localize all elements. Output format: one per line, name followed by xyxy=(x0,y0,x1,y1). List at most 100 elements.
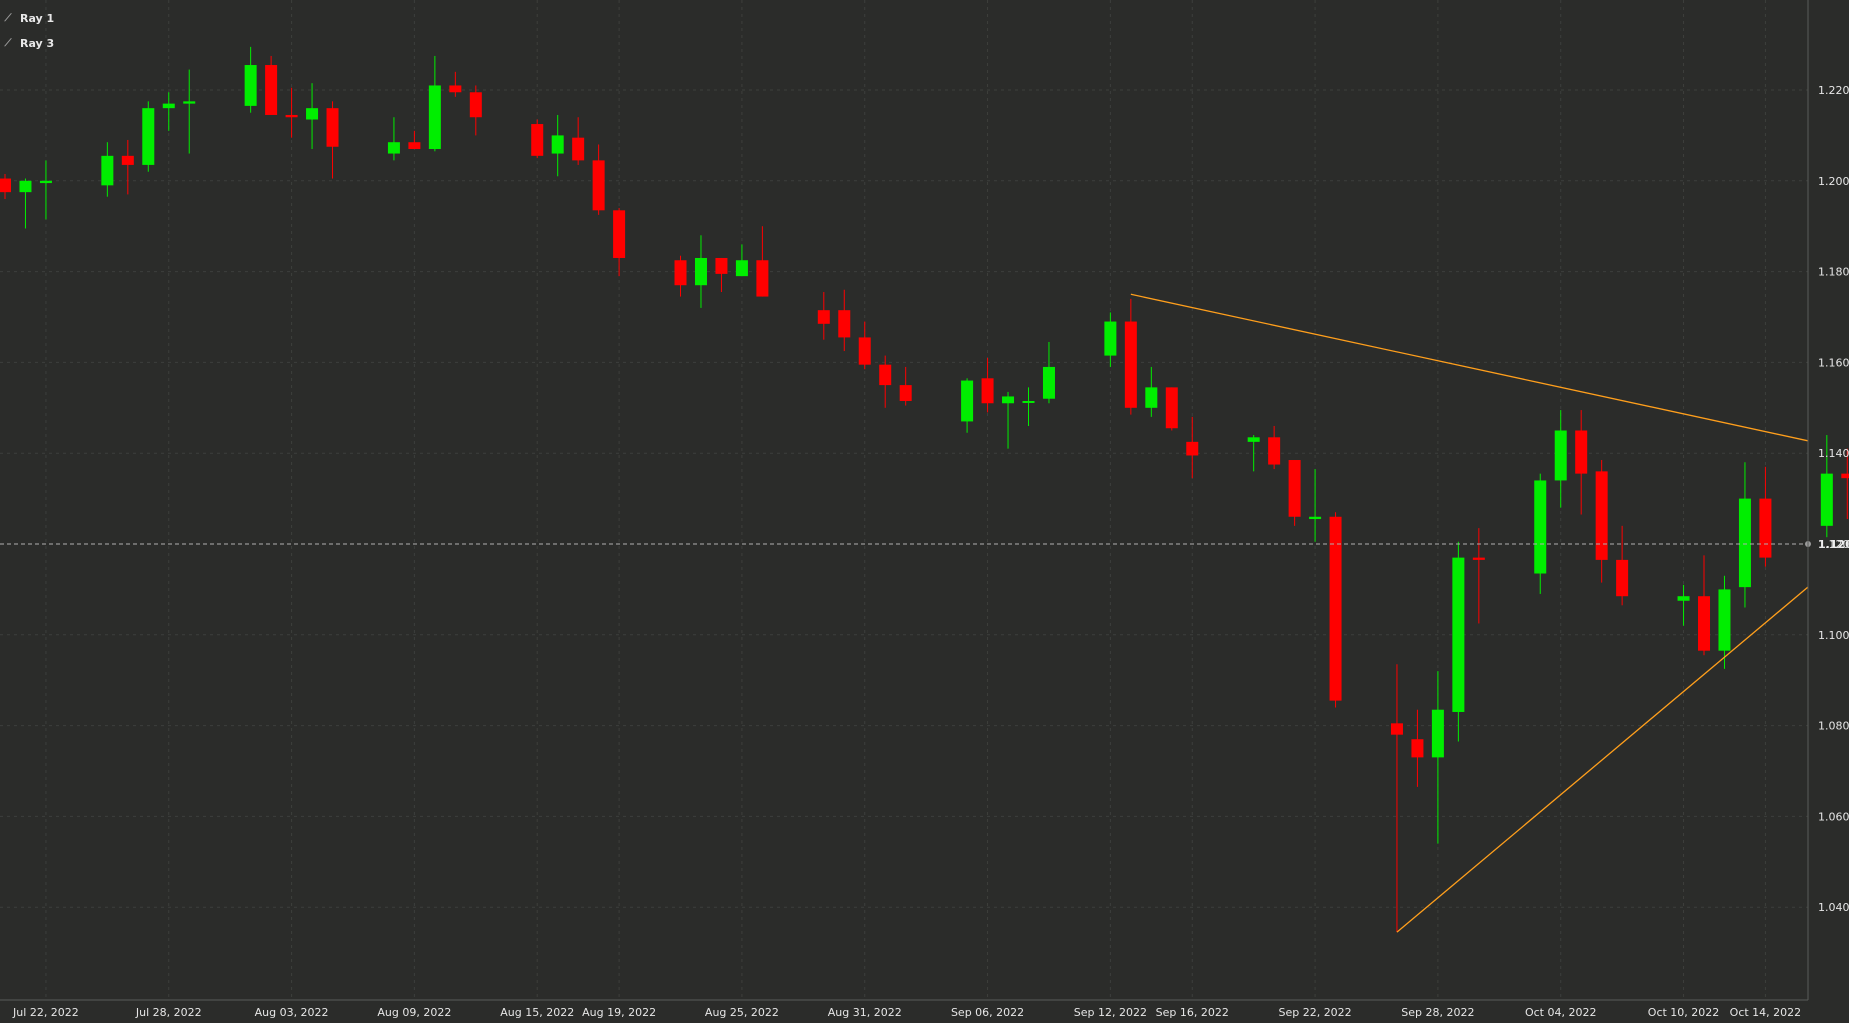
candle xyxy=(1002,391,1015,449)
x-tick-label: Oct 10, 2022 xyxy=(1648,1006,1720,1019)
candle-body xyxy=(265,65,278,115)
candle xyxy=(1595,460,1608,583)
candle xyxy=(162,92,175,131)
candle xyxy=(1452,541,1465,742)
ray-line[interactable] xyxy=(1130,293,1808,442)
candle xyxy=(1104,312,1117,367)
candle xyxy=(387,117,400,161)
candle xyxy=(715,257,728,293)
candle-body xyxy=(899,385,912,401)
candle-body xyxy=(101,155,114,186)
candle-body xyxy=(1411,739,1424,758)
candle xyxy=(1841,448,1849,520)
candle xyxy=(981,357,994,413)
y-tick-label: 1.2000 xyxy=(1818,175,1849,188)
candle-body xyxy=(1452,557,1465,712)
candle-body xyxy=(1534,480,1547,574)
candle-body xyxy=(572,137,585,161)
x-tick-label: Sep 22, 2022 xyxy=(1278,1006,1351,1019)
candle-body xyxy=(39,180,52,184)
candle xyxy=(1759,466,1772,567)
candle-body xyxy=(1575,430,1588,474)
candle xyxy=(838,289,851,352)
x-tick-label: Aug 09, 2022 xyxy=(377,1006,451,1019)
legend-label: Ray 1 xyxy=(20,12,55,25)
candle xyxy=(756,226,769,297)
candle xyxy=(1186,416,1199,479)
y-axis[interactable]: 1.0400 1.0600 1.0800 1.1000 1.1200 1.1400 1.16… xyxy=(1807,0,1849,1000)
x-tick-label: Sep 16, 2022 xyxy=(1156,1006,1229,1019)
candle-body xyxy=(469,92,482,118)
candle xyxy=(449,71,462,97)
candle xyxy=(1718,575,1731,669)
current-price-label: 1.1200 xyxy=(1818,538,1849,551)
y-tick-label: 1.2200 xyxy=(1818,84,1849,97)
candle xyxy=(183,69,196,154)
candle-body xyxy=(1145,387,1158,408)
candle xyxy=(1738,462,1751,608)
candle xyxy=(469,85,482,136)
candle-body xyxy=(531,124,544,156)
candle-body xyxy=(408,142,421,150)
grid-lines xyxy=(0,0,1808,1000)
x-tick-label: Aug 19, 2022 xyxy=(582,1006,656,1019)
candle-body xyxy=(162,103,175,109)
candle-body xyxy=(879,364,892,386)
x-axis[interactable]: Jul 22, 2022 Jul 28, 2022 Aug 03, 2022 Aug … xyxy=(0,999,1849,1019)
candle-body xyxy=(735,260,748,277)
legend-item-ray-1[interactable]: ⟋ Ray 1 xyxy=(2,6,55,31)
candle xyxy=(1124,298,1137,415)
candle-body xyxy=(428,85,441,150)
legend-item-ray-3[interactable]: ⟋ Ray 3 xyxy=(2,31,55,56)
y-tick-label: 1.1000 xyxy=(1818,629,1849,642)
candle-body xyxy=(285,114,298,118)
candle-body xyxy=(1002,396,1015,404)
candle-body xyxy=(183,101,196,104)
candle xyxy=(1042,341,1055,404)
candle-body xyxy=(244,65,257,106)
x-tick-label: Aug 03, 2022 xyxy=(255,1006,329,1019)
candle xyxy=(1616,525,1629,606)
candle xyxy=(1165,387,1178,431)
candle xyxy=(1268,425,1281,470)
candle xyxy=(408,130,421,150)
candle xyxy=(265,55,278,115)
candle xyxy=(1022,387,1035,426)
candle xyxy=(1677,584,1690,626)
candle-body xyxy=(1718,589,1731,651)
y-tick-label: 1.1600 xyxy=(1818,356,1849,369)
candle-body xyxy=(1595,471,1608,560)
ray-line[interactable] xyxy=(1396,586,1808,933)
candle-body xyxy=(1616,559,1629,597)
candle xyxy=(39,160,52,220)
candle-body xyxy=(756,260,769,297)
candle xyxy=(326,101,339,179)
candle-body xyxy=(1247,437,1260,442)
candle-body xyxy=(838,310,851,338)
candle xyxy=(1534,473,1547,594)
candle-body xyxy=(1820,473,1833,526)
candle xyxy=(1698,555,1711,656)
candle xyxy=(879,355,892,408)
candle-body xyxy=(1841,473,1849,479)
candle-body xyxy=(142,108,155,165)
candle-body xyxy=(1104,321,1117,356)
candle xyxy=(1145,366,1158,417)
candle-body xyxy=(0,178,11,193)
candle xyxy=(101,142,114,197)
candle xyxy=(306,83,319,150)
legend: ⟋ Ray 1 ⟋ Ray 3 xyxy=(2,6,55,56)
candle xyxy=(572,117,585,165)
x-tick-label: Sep 12, 2022 xyxy=(1074,1006,1147,1019)
candles xyxy=(0,46,1849,933)
x-tick-label: Jul 28, 2022 xyxy=(135,1006,202,1019)
candle xyxy=(428,55,441,152)
candle xyxy=(0,173,11,199)
candle-body xyxy=(1554,430,1567,481)
y-tick-label: 1.1400 xyxy=(1818,447,1849,460)
candle xyxy=(19,178,32,229)
y-tick-label: 1.1200 xyxy=(1818,538,1849,551)
candle xyxy=(1554,410,1567,508)
candle xyxy=(858,321,871,370)
